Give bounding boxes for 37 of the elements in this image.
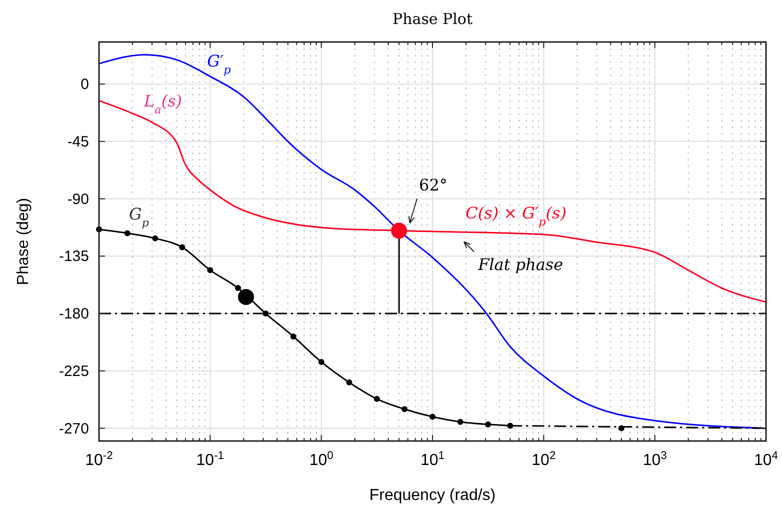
point [262, 310, 269, 317]
series-label: G′$_{p}$ [207, 51, 231, 76]
series-label: G$_{p}$ [129, 204, 149, 229]
y-tick-label: -270 [58, 420, 89, 438]
point [152, 235, 158, 242]
x-tick-label: 10$^{0}$ [309, 450, 334, 469]
point [485, 421, 492, 428]
x-tick-label: 10$^{2}$ [532, 450, 556, 469]
point [346, 379, 352, 386]
point [457, 418, 464, 425]
x-tick-label: 10$^{-2}$ [85, 450, 113, 469]
y-tick-label: -180 [58, 306, 89, 323]
y-tick-label: 0 [80, 76, 89, 94]
x-axis-title: Frequency (rad/s) [369, 487, 496, 504]
chart-title: Phase Plot [392, 10, 472, 28]
series-label: C(s) × G′$_{p}$(s) [466, 203, 566, 228]
x-tick-label: 10$^{3}$ [642, 450, 667, 469]
point [207, 267, 214, 274]
point [402, 406, 408, 412]
y-tick-label: -45 [67, 133, 89, 150]
point [430, 414, 436, 420]
annotation: Flat phase [477, 254, 564, 274]
annotation: 62° [419, 176, 448, 195]
y-tick-label: -225 [58, 362, 89, 380]
x-tick-label: 10$^{1}$ [420, 450, 445, 469]
point [179, 244, 186, 250]
point [124, 230, 130, 236]
y-axis-title: Phase (deg) [15, 198, 32, 286]
annotation: L$_{a}$(s) [143, 91, 182, 116]
y-tick-label: -90 [67, 190, 89, 208]
x-tick-label: 10$^{-1}$ [196, 450, 224, 469]
point [374, 396, 380, 402]
point [318, 358, 324, 365]
point [290, 333, 296, 340]
point [235, 285, 242, 292]
y-tick-label: -135 [58, 248, 89, 266]
x-tick-label: 10$^{4}$ [754, 450, 778, 469]
